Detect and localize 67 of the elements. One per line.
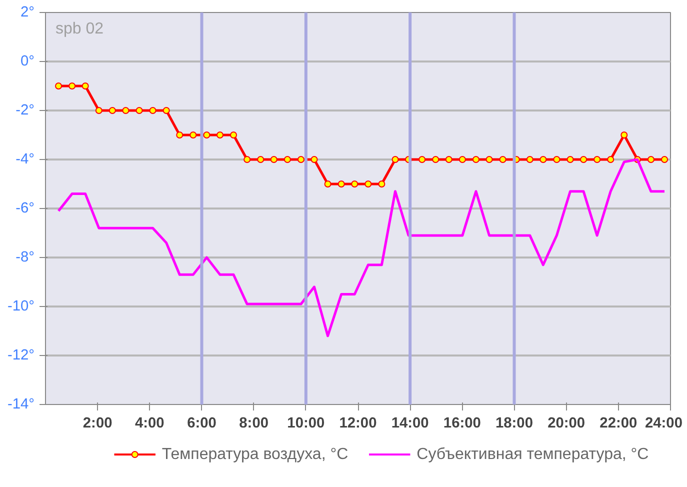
x-tick-label: 6:00: [187, 416, 216, 432]
point: [647, 156, 654, 163]
y-tick-label: 2°: [20, 4, 35, 20]
point: [216, 132, 224, 138]
point: [162, 107, 170, 114]
x-tick-label: 14:00: [391, 416, 429, 432]
point: [95, 107, 102, 114]
point: [553, 156, 560, 163]
annotation: spb 02: [56, 20, 104, 38]
point: [526, 156, 534, 163]
point: [82, 82, 89, 90]
point: [445, 156, 452, 163]
point: [176, 132, 184, 138]
y-tick-label: -12°: [7, 348, 35, 364]
y-tick-label: -6°: [16, 200, 35, 216]
x-tick-label: 8:00: [239, 416, 269, 432]
point: [203, 132, 210, 138]
x-tick-label: 2:00: [82, 416, 112, 432]
point: [68, 82, 76, 90]
point: [418, 156, 426, 163]
y-tick-label: 0°: [20, 54, 35, 70]
point: [270, 156, 278, 163]
x-tick-label: 18:00: [496, 416, 534, 432]
x-tick-label: 22:00: [600, 416, 638, 432]
point: [284, 156, 291, 163]
point: [297, 156, 304, 163]
x-tick-label: 20:00: [548, 416, 586, 432]
point: [108, 107, 116, 114]
point: [136, 107, 143, 114]
point: [607, 156, 614, 163]
point: [310, 156, 318, 163]
y-tick-label: -10°: [7, 298, 35, 314]
point: [540, 156, 547, 163]
point: [190, 132, 197, 138]
legend-label: Субъективная температура, °C: [416, 446, 649, 463]
x-tick-label: 24:00: [645, 416, 683, 432]
y-tick-label: -8°: [16, 250, 35, 266]
x-tick-label: 10:00: [287, 416, 325, 432]
point: [661, 156, 668, 163]
point: [620, 132, 628, 138]
point: [338, 180, 345, 188]
point: [230, 132, 238, 138]
point: [594, 156, 601, 163]
point: [122, 107, 130, 114]
point: [149, 107, 156, 114]
legend-label: Температура воздуха, °C: [162, 446, 348, 463]
point: [566, 156, 574, 163]
point: [580, 156, 588, 163]
point: [392, 156, 399, 163]
y-tick-label: -14°: [7, 396, 35, 412]
point: [351, 180, 358, 188]
y-tick-label: -4°: [16, 152, 35, 168]
point: [432, 156, 440, 163]
point: [486, 156, 493, 163]
point: [55, 82, 62, 90]
point: [324, 180, 332, 188]
x-tick-label: 4:00: [135, 416, 164, 432]
y-tick-label: -2°: [16, 102, 35, 118]
x-tick-label: 12:00: [339, 416, 377, 432]
point: [499, 156, 506, 163]
point: [378, 180, 386, 188]
point: [458, 156, 466, 163]
point: [244, 156, 251, 163]
x-tick-label: 16:00: [443, 416, 481, 432]
point: [364, 180, 372, 188]
point: [472, 156, 480, 163]
point: [257, 156, 264, 163]
